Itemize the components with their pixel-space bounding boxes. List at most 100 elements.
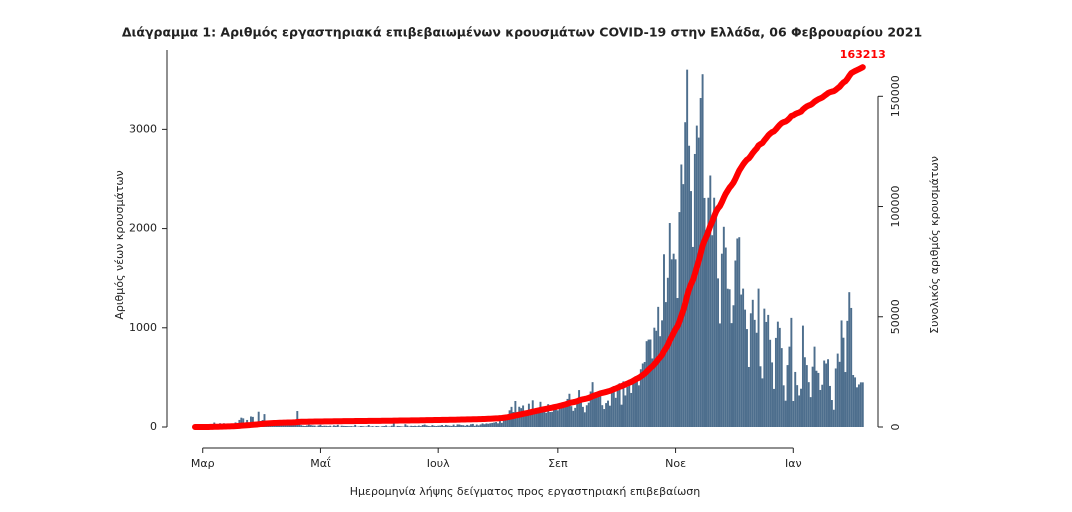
- bar: [516, 411, 519, 427]
- bar: [471, 423, 474, 427]
- y-tick-label: 2000: [129, 222, 157, 235]
- bar: [724, 247, 727, 427]
- bar: [844, 372, 847, 427]
- bar: [691, 246, 694, 427]
- bar: [313, 425, 316, 427]
- bar: [840, 320, 843, 427]
- bar: [742, 288, 745, 427]
- bar: [634, 376, 637, 427]
- bar: [819, 389, 822, 427]
- bar: [406, 425, 409, 427]
- bar: [439, 425, 442, 427]
- bar: [792, 401, 795, 427]
- bar: [726, 288, 729, 427]
- bar: [423, 424, 426, 427]
- bar: [427, 425, 430, 427]
- bar: [533, 408, 536, 427]
- bar: [676, 298, 679, 427]
- x-tick-label: Νοε: [665, 457, 686, 470]
- bar: [666, 277, 669, 427]
- bar: [778, 327, 781, 427]
- bar: [466, 424, 469, 427]
- bar: [601, 405, 604, 427]
- bar: [850, 307, 853, 427]
- bar: [674, 259, 677, 427]
- bar: [553, 405, 555, 427]
- bar: [643, 362, 646, 427]
- bar: [512, 412, 515, 427]
- y-tick-label: 3000: [129, 122, 157, 135]
- bar: [821, 384, 824, 427]
- bar: [854, 377, 857, 427]
- bar: [412, 426, 415, 427]
- bar: [549, 412, 552, 427]
- y2-tick-label: 0: [889, 424, 902, 431]
- bar: [603, 409, 606, 427]
- bar: [614, 397, 617, 427]
- bar: [444, 424, 447, 427]
- bar: [375, 426, 378, 427]
- bar: [649, 339, 652, 427]
- bar: [524, 410, 526, 427]
- bar: [664, 302, 667, 427]
- bar: [690, 191, 692, 427]
- bar: [607, 400, 609, 427]
- bar: [580, 398, 582, 427]
- bar: [562, 402, 565, 427]
- bar: [473, 425, 476, 427]
- bar: [697, 137, 700, 427]
- bar: [755, 332, 758, 427]
- bar: [568, 393, 571, 427]
- bar: [796, 385, 799, 427]
- bar: [591, 382, 594, 427]
- bar: [765, 321, 768, 427]
- bar: [421, 425, 424, 427]
- bar: [464, 425, 467, 427]
- bar: [807, 382, 810, 427]
- bar: [632, 378, 635, 427]
- bar: [468, 425, 471, 427]
- bar: [475, 424, 478, 427]
- bar: [429, 426, 432, 427]
- bar: [709, 175, 712, 427]
- bar: [263, 414, 266, 427]
- bar: [595, 397, 598, 427]
- bar: [732, 305, 735, 427]
- bar: [722, 226, 725, 427]
- bar: [751, 299, 754, 427]
- bar: [788, 346, 791, 427]
- bar: [342, 425, 345, 427]
- bar: [794, 371, 797, 427]
- bar: [672, 253, 675, 427]
- bar: [825, 363, 828, 427]
- bar: [390, 425, 393, 427]
- bar: [410, 425, 413, 427]
- bar: [624, 395, 627, 427]
- bar: [610, 391, 613, 427]
- bar: [483, 424, 486, 427]
- bar: [713, 197, 716, 427]
- bar: [462, 425, 465, 427]
- cumulative-line: [192, 64, 866, 430]
- bar: [834, 368, 837, 427]
- bar: [371, 426, 374, 427]
- bar: [593, 397, 596, 427]
- bar: [707, 197, 710, 427]
- bar: [578, 390, 581, 427]
- bar: [608, 405, 611, 427]
- bar: [749, 313, 752, 427]
- bar: [350, 426, 353, 427]
- bar: [803, 357, 806, 427]
- bar: [280, 425, 283, 427]
- bar: [636, 378, 638, 427]
- bar: [448, 425, 451, 427]
- bar: [641, 363, 644, 427]
- bar: [746, 329, 748, 427]
- bar: [680, 164, 683, 427]
- bar: [336, 424, 339, 427]
- bar: [481, 423, 484, 427]
- bar: [529, 411, 532, 427]
- bar: [647, 339, 650, 427]
- bar: [460, 425, 463, 427]
- bar: [771, 362, 774, 427]
